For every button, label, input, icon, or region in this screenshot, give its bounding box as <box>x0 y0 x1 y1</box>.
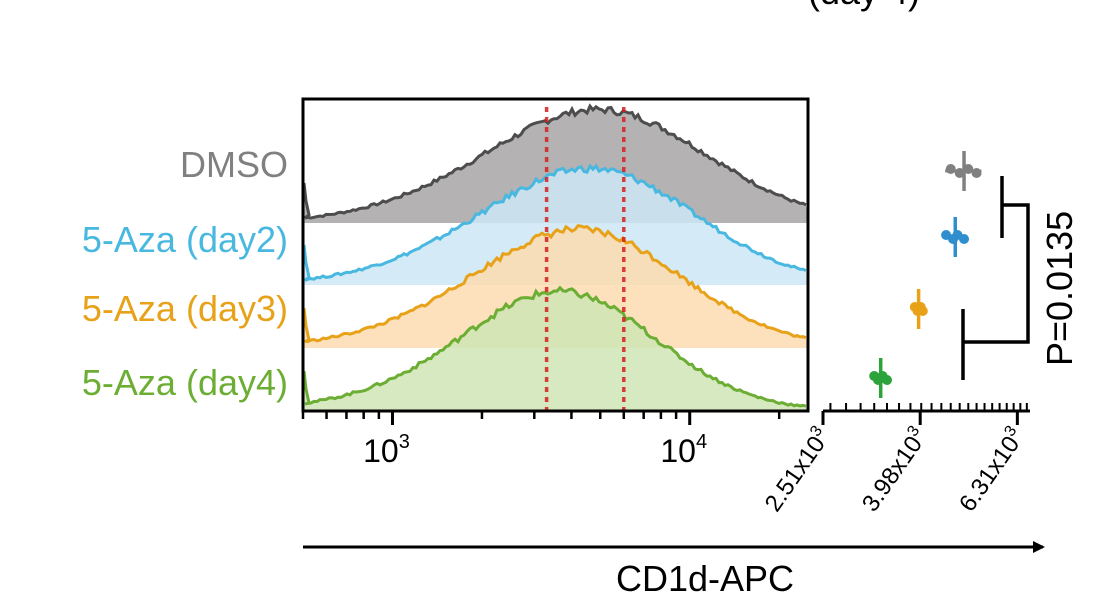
histogram-fill-1 <box>303 106 808 223</box>
header-fragment: (day 4) <box>808 0 920 12</box>
histogram-frame <box>301 97 810 413</box>
histogram-fill-4 <box>303 287 808 411</box>
x-tick-label-1: 103 <box>363 431 410 469</box>
dot-group-4 <box>869 358 892 398</box>
histogram-line-4 <box>302 285 807 408</box>
dot-tick-label-1: 2.51x103 <box>758 423 836 517</box>
mfi-dot-panel: 2.51x103 3.98x103 6.31x103 P=0.0135 <box>758 151 1080 517</box>
histogram-fill-2 <box>303 166 808 285</box>
replicate-point <box>945 164 956 174</box>
dot-group-1 <box>945 151 982 191</box>
replicate-point <box>881 375 892 385</box>
x-axis-label: CD1d-APC <box>616 558 794 596</box>
replicate-point <box>963 164 974 174</box>
series-labels: DMSO 5-Aza (day2) 5-Aza (day3) 5-Aza (da… <box>82 144 288 403</box>
series-label-aza-day3: 5-Aza (day3) <box>82 288 288 329</box>
dot-tick-label-3: 6.31x103 <box>952 423 1030 517</box>
series-label-aza-day2: 5-Aza (day2) <box>82 219 288 260</box>
histogram-panel: 103 104 <box>301 97 810 469</box>
series-label-aza-day4: 5-Aza (day4) <box>82 362 288 403</box>
histogram-line-2 <box>302 163 807 282</box>
replicate-point <box>971 168 982 178</box>
replicate-point <box>959 234 970 244</box>
dot-group-2 <box>941 217 970 257</box>
replicate-point <box>917 306 928 316</box>
series-label-dmso: DMSO <box>180 144 288 185</box>
p-value-label: P=0.0135 <box>1039 211 1080 366</box>
dot-tick-label-2: 3.98x103 <box>855 423 933 517</box>
significance-bracket <box>961 176 1030 380</box>
replicate-point <box>954 168 965 178</box>
histogram-line-3 <box>302 224 807 344</box>
histogram-line-1 <box>302 103 807 220</box>
x-tick-label-2: 104 <box>660 431 707 469</box>
dot-group-3 <box>909 289 928 329</box>
histogram-fill-3 <box>303 225 808 348</box>
